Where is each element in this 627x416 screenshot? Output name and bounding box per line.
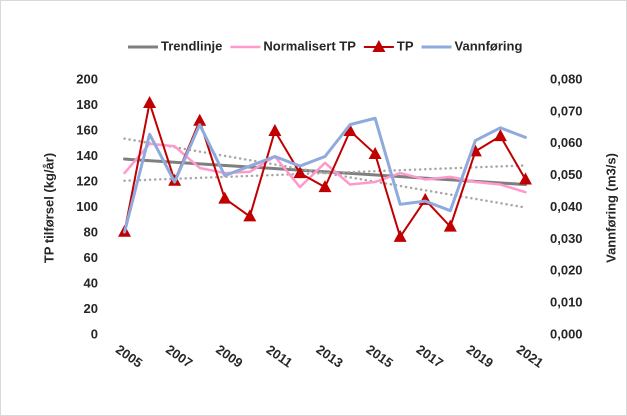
y-tick-label: 140 xyxy=(76,148,98,163)
y-axis-label: TP tilførsel (kg/år) xyxy=(41,153,56,263)
y2-tick-label: 0,080 xyxy=(550,71,583,86)
y-tick-label: 120 xyxy=(76,173,98,188)
y2-tick-label: 0,070 xyxy=(550,103,583,118)
y2-tick-label: 0,040 xyxy=(550,199,583,214)
trend-line-dotted xyxy=(123,137,527,209)
legend-marker xyxy=(372,40,386,52)
y2-tick-label: 0,030 xyxy=(550,231,583,246)
marker xyxy=(143,95,157,108)
marker xyxy=(318,180,332,193)
trend-line-dotted xyxy=(123,164,527,182)
series-line xyxy=(123,116,527,234)
marker xyxy=(443,219,457,232)
marker xyxy=(393,229,407,242)
marker xyxy=(518,172,532,185)
marker xyxy=(343,124,357,136)
y-tick-label: 20 xyxy=(84,301,98,316)
y-tick-label: 60 xyxy=(84,250,98,265)
y2-tick-label: 0,000 xyxy=(550,326,583,341)
series-line xyxy=(123,157,527,187)
marker xyxy=(218,191,232,204)
y-tick-label: 0 xyxy=(91,326,98,341)
marker xyxy=(243,209,257,222)
y2-tick-label: 0,020 xyxy=(550,263,583,278)
marker xyxy=(368,146,382,159)
y2-tick-label: 0,010 xyxy=(550,295,583,310)
y-tick-label: 100 xyxy=(76,199,98,214)
series-line xyxy=(123,142,527,194)
y-tick-label: 160 xyxy=(76,122,98,137)
marker xyxy=(268,124,282,136)
y2-tick-label: 0,060 xyxy=(550,135,583,150)
y-tick-label: 200 xyxy=(76,71,98,86)
y-tick-label: 40 xyxy=(84,275,98,290)
y-tick-label: 80 xyxy=(84,224,98,239)
legend-label: Trendlinje xyxy=(161,38,222,53)
legend-label: Normalisert TP xyxy=(263,38,356,53)
legend-label: TP xyxy=(397,38,414,53)
marker xyxy=(293,166,307,179)
marker xyxy=(493,129,507,142)
y-tick-label: 180 xyxy=(76,97,98,112)
y2-axis-label: Vannføring (m3/s) xyxy=(603,153,618,263)
legend-label: Vannføring xyxy=(455,38,523,53)
y2-tick-label: 0,050 xyxy=(550,167,583,182)
marker xyxy=(193,113,207,126)
